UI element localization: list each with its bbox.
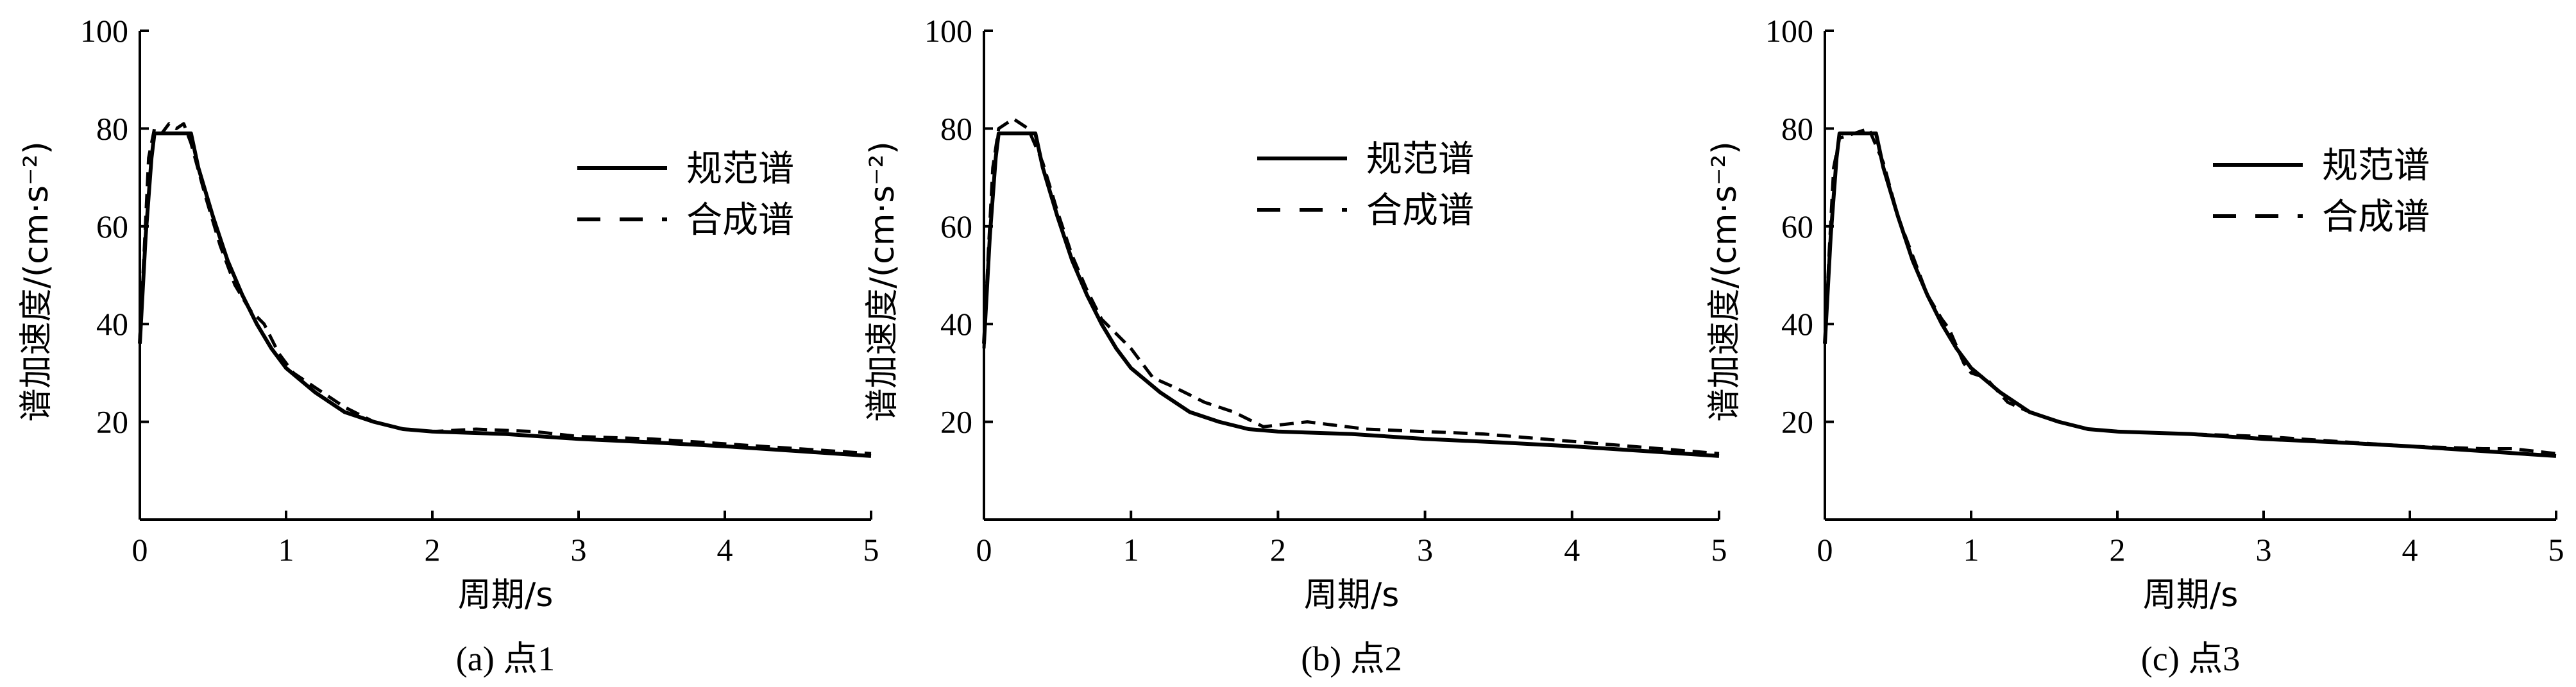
legend-label: 合成谱 [2322,196,2430,238]
y-tick-label: 60 [940,208,972,244]
x-axis-title: 周期/s [458,576,554,615]
x-tick-label: 4 [2402,532,2418,568]
y-tick-label: 100 [924,13,972,49]
x-axis-title: 周期/s [1304,576,1400,615]
x-tick-label: 0 [132,532,148,568]
y-tick-label: 80 [1781,110,1813,146]
y-axis-title: 谱加速度/(cm·s⁻²) [17,141,56,421]
y-tick-label: 20 [1781,404,1813,440]
x-tick-label: 2 [2110,532,2126,568]
panel-caption: (c) 点3 [2141,640,2240,678]
x-tick-label: 5 [863,532,879,568]
legend-label: 规范谱 [1366,139,1474,180]
x-tick-label: 5 [2548,532,2564,568]
series-line-code [1823,131,2557,458]
y-tick-label: 60 [96,208,128,244]
x-tick-label: 2 [425,532,441,568]
y-tick-label: 20 [940,404,972,440]
y-tick-label: 40 [1781,306,1813,342]
series-line-synthetic [982,117,1720,455]
series-line-synthetic [138,122,872,455]
panel-caption: (a) 点1 [456,640,555,678]
y-tick-label: 100 [1765,13,1813,49]
series-line-code [138,131,872,458]
x-tick-label: 5 [1711,532,1727,568]
chart-panel-2: 0 1 2 3 4 5 20 40 60 80 100 周期/s 谱加速度/(cm·s⁻²) (b) 点2… [863,13,1727,678]
legend-label: 合成谱 [686,199,794,241]
series-line-code [982,131,1720,458]
chart-panel-3: 0 1 2 3 4 5 20 40 60 80 100 周期/s 谱加速度/(cm·s⁻²) (c) 点3… [1706,13,2564,678]
panel-caption: (b) 点2 [1301,640,1402,678]
x-tick-label: 0 [1817,532,1833,568]
legend-label: 规范谱 [2322,145,2430,187]
x-axis-title: 周期/s [2143,576,2239,615]
x-tick-label: 3 [571,532,587,568]
y-axis-title: 谱加速度/(cm·s⁻²) [863,141,902,421]
x-tick-label: 3 [2256,532,2272,568]
x-tick-label: 0 [976,532,992,568]
y-tick-label: 60 [1781,208,1813,244]
chart-panel-1: 0 1 2 3 4 5 20 40 60 80 100 周期/s 谱加速度/(cm·s⁻²) (a) 点1… [17,13,879,678]
x-tick-label: 1 [278,532,294,568]
legend-label: 规范谱 [686,148,794,190]
y-tick-label: 80 [96,110,128,146]
x-tick-label: 4 [1564,532,1580,568]
y-axis-title: 谱加速度/(cm·s⁻²) [1706,141,1744,421]
x-tick-label: 3 [1417,532,1433,568]
series-line-synthetic [1823,126,2557,455]
x-tick-label: 4 [717,532,733,568]
y-tick-label: 20 [96,404,128,440]
x-tick-label: 1 [1963,532,1979,568]
x-tick-label: 2 [1270,532,1286,568]
y-tick-label: 40 [940,306,972,342]
legend-label: 合成谱 [1366,190,1474,232]
y-tick-label: 100 [80,13,128,49]
x-tick-label: 1 [1123,532,1139,568]
y-tick-label: 40 [96,306,128,342]
y-tick-label: 80 [940,110,972,146]
